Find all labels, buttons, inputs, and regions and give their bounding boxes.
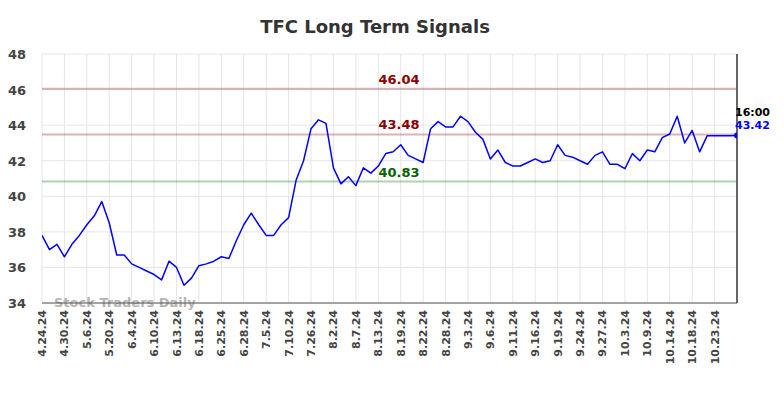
x-tick-label: 8.19.24: [395, 310, 408, 357]
x-tick-label: 7.10.24: [283, 310, 296, 357]
x-tick-label: 7.5.24: [260, 310, 273, 349]
grid-line: [624, 54, 625, 303]
x-tick-label: 9.24.24: [574, 310, 587, 357]
grid-line: [490, 54, 491, 303]
x-axis: [42, 303, 737, 304]
grid-line: [131, 54, 132, 303]
reference-label: 40.83: [378, 165, 419, 180]
x-tick-label: 9.3.24: [462, 310, 475, 349]
grid-line: [109, 54, 110, 303]
grid-line: [714, 54, 715, 303]
x-tick-label: 9.16.24: [529, 310, 542, 357]
grid-line: [42, 231, 737, 232]
grid-line: [221, 54, 222, 303]
x-tick-label: 10.23.24: [709, 310, 722, 365]
grid-line: [42, 89, 737, 90]
grid-line: [288, 54, 289, 303]
x-tick-label: 6.28.24: [238, 310, 251, 357]
grid-line: [311, 54, 312, 303]
y-tick-label: 42: [8, 154, 26, 169]
y-tick-label: 40: [8, 189, 26, 204]
grid-line: [42, 303, 737, 304]
grid-line: [602, 54, 603, 303]
time-label: 16:00: [735, 106, 770, 119]
reference-label: 43.48: [378, 117, 419, 132]
x-tick-label: 9.6.24: [484, 310, 497, 349]
grid-line: [467, 54, 468, 303]
last-point: [734, 132, 737, 138]
grid-line: [647, 54, 648, 303]
x-tick-label: 8.13.24: [372, 310, 385, 357]
y-tick-label: 34: [8, 296, 26, 311]
grid-line: [580, 54, 581, 303]
grid-line: [176, 54, 177, 303]
x-tick-label: 9.27.24: [596, 310, 609, 357]
grid-line: [333, 54, 334, 303]
x-tick-label: 8.2.24: [327, 310, 340, 349]
x-tick-label: 5.6.24: [81, 310, 94, 349]
x-tick-label: 5.20.24: [103, 310, 116, 357]
x-tick-label: 8.7.24: [350, 310, 363, 349]
reference-line: [42, 133, 737, 135]
y-tick-label: 48: [8, 47, 26, 62]
grid-line: [423, 54, 424, 303]
grid-line: [86, 54, 87, 303]
y-tick-label: 44: [8, 118, 26, 133]
x-tick-label: 10.3.24: [619, 310, 632, 357]
grid-line: [64, 54, 65, 303]
x-tick-label: 6.18.24: [193, 310, 206, 357]
y-tick-label: 46: [8, 83, 26, 98]
grid-line: [445, 54, 446, 303]
grid-line: [42, 54, 43, 303]
grid-line: [42, 267, 737, 268]
x-tick-label: 9.11.24: [507, 310, 520, 357]
x-tick-label: 10.9.24: [641, 310, 654, 357]
price-line: [42, 116, 737, 285]
grid-line: [557, 54, 558, 303]
x-tick-label: 6.25.24: [215, 310, 228, 357]
y-tick-label: 38: [8, 225, 26, 240]
x-tick-label: 9.19.24: [552, 310, 565, 357]
grid-line: [692, 54, 693, 303]
x-tick-label: 8.28.24: [440, 310, 453, 357]
x-tick-label: 6.4.24: [126, 310, 139, 349]
y-tick-label: 36: [8, 260, 26, 275]
grid-line: [535, 54, 536, 303]
title: TFC Long Term Signals: [260, 16, 490, 37]
grid-line: [243, 54, 244, 303]
grid-line: [355, 54, 356, 303]
grid-line: [512, 54, 513, 303]
grid-line: [154, 54, 155, 303]
x-tick-label: 8.22.24: [417, 310, 430, 357]
x-tick-label: 10.14.24: [664, 310, 677, 365]
grid-line: [42, 160, 737, 161]
x-tick-label: 6.10.24: [148, 310, 161, 357]
grid-line: [669, 54, 670, 303]
x-tick-label: 7.26.24: [305, 310, 318, 357]
grid-line: [266, 54, 267, 303]
reference-label: 46.04: [378, 72, 419, 87]
x-tick-label: 4.24.24: [36, 310, 49, 357]
grid-line: [42, 196, 737, 197]
reference-line: [42, 88, 737, 90]
reference-line: [42, 181, 737, 183]
grid-line: [42, 54, 737, 55]
chart: TFC Long Term Signals 34 36 38 40 42 44 46 48 4.2…: [0, 0, 784, 398]
last-value-label: 43.42: [735, 119, 770, 132]
x-tick-label: 4.30.24: [58, 310, 71, 357]
x-tick-label: 10.18.24: [686, 310, 699, 365]
x-tick-label: 6.13.24: [171, 310, 184, 357]
right-axis: [736, 54, 738, 303]
